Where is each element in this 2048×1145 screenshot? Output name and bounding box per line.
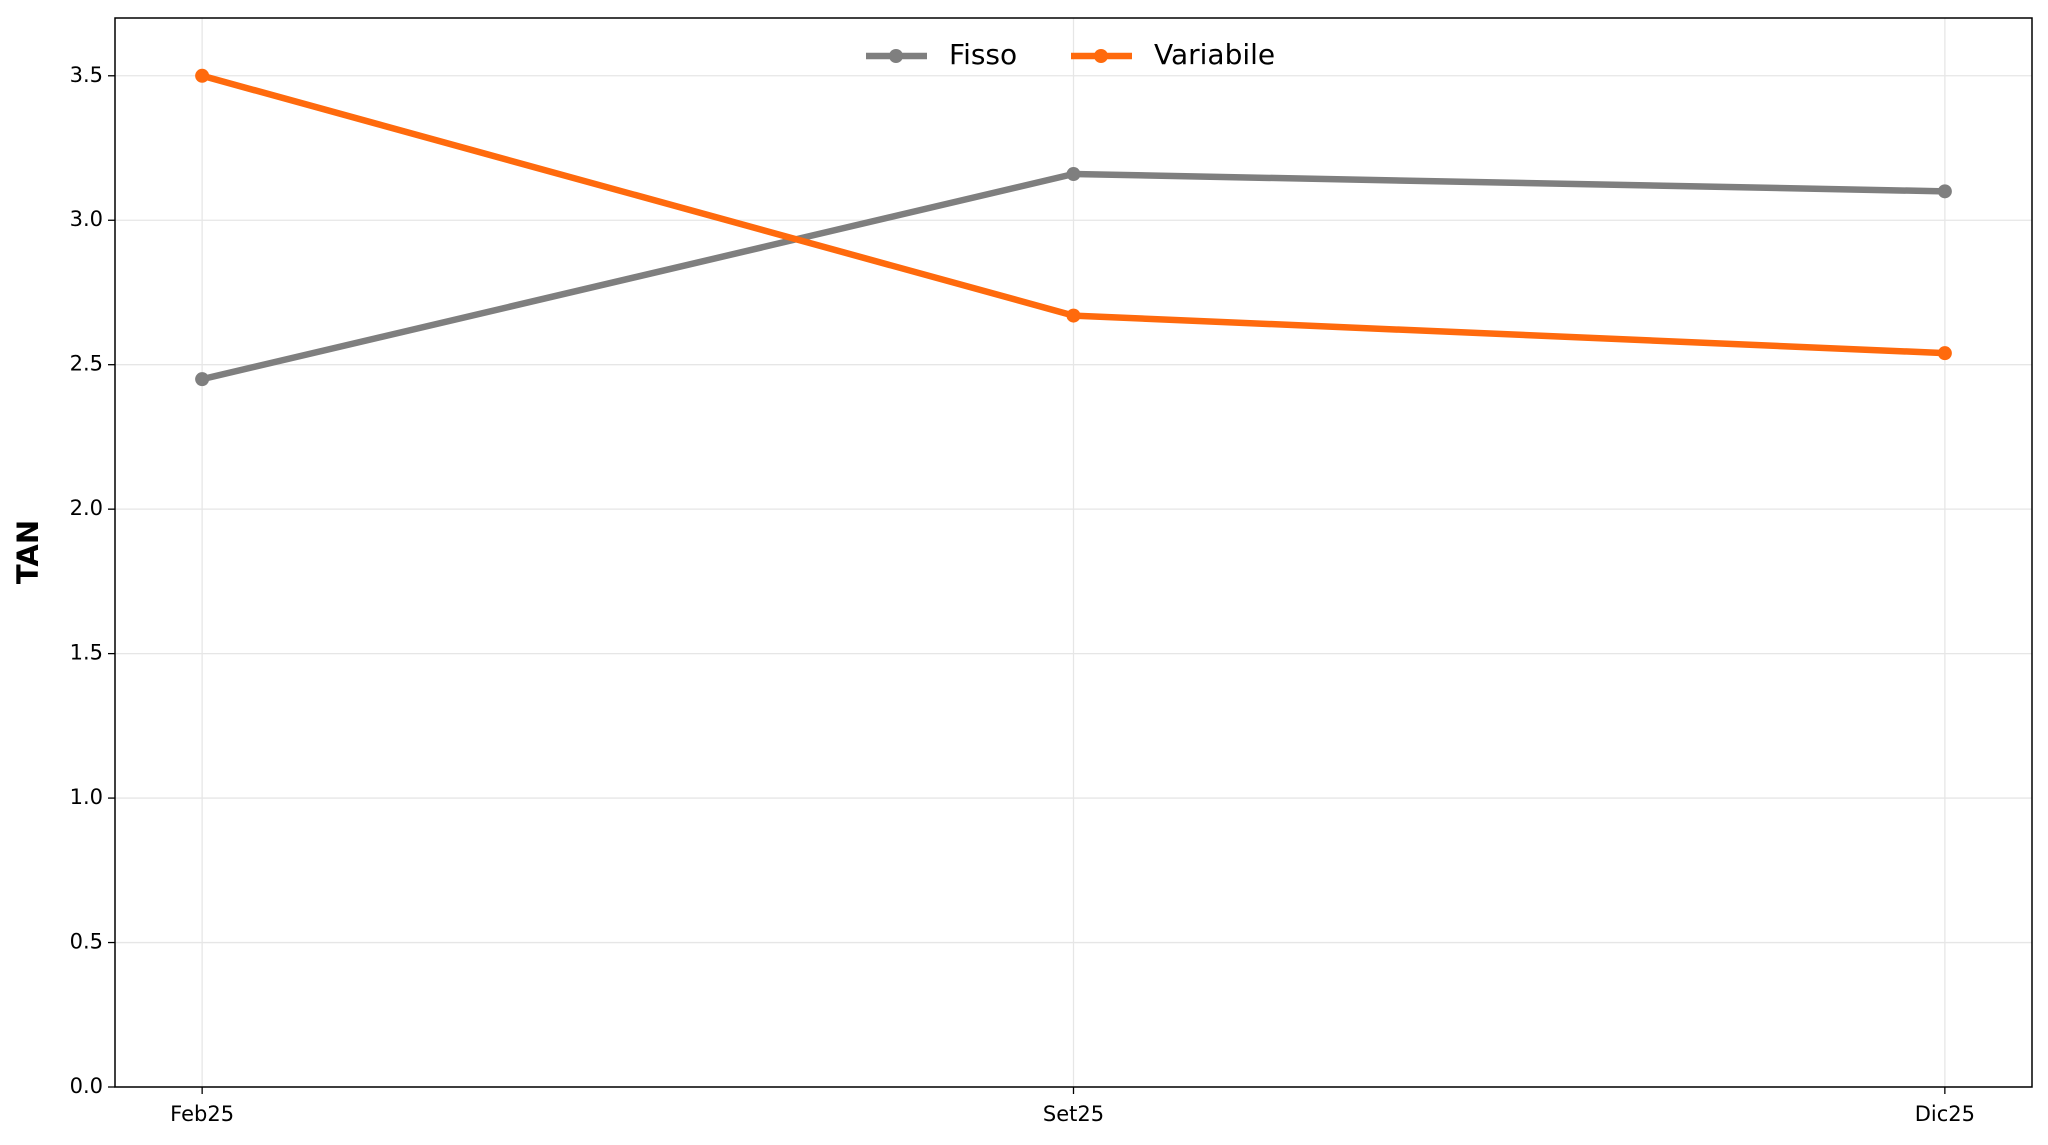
- legend-marker: [889, 49, 903, 63]
- x-tick-label: Dic25: [1915, 1102, 1975, 1126]
- y-tick-label: 3.0: [70, 207, 103, 231]
- y-tick-label: 1.0: [70, 785, 103, 809]
- y-tick-label: 0.0: [70, 1074, 103, 1098]
- legend-label: Variabile: [1154, 38, 1275, 71]
- legend-marker: [1094, 49, 1108, 63]
- data-point: [1066, 308, 1081, 323]
- data-point: [1937, 346, 1952, 361]
- data-point: [195, 68, 210, 83]
- y-tick-label: 0.5: [70, 930, 103, 954]
- data-point: [195, 372, 210, 387]
- y-axis-label: TAN: [11, 520, 45, 584]
- y-tick-label: 1.5: [70, 641, 103, 665]
- y-tick-label: 2.5: [70, 352, 103, 376]
- data-point: [1937, 184, 1952, 199]
- y-tick-label: 3.5: [70, 63, 103, 87]
- data-point: [1066, 167, 1081, 182]
- plot-frame: [114, 17, 2033, 1088]
- y-tick-label: 2.0: [70, 496, 103, 520]
- legend-label: Fisso: [949, 38, 1017, 71]
- x-tick-label: Set25: [1043, 1102, 1104, 1126]
- x-tick-label: Feb25: [170, 1102, 234, 1126]
